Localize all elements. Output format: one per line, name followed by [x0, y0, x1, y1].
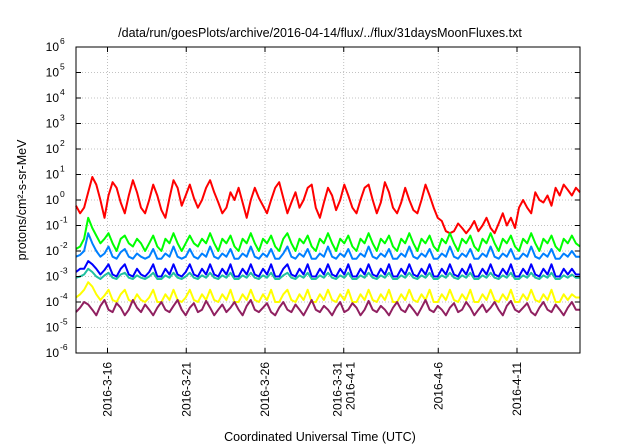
- y-tick-base: 10: [46, 142, 60, 156]
- y-axis-label: protons/cm²-s-sr-MeV: [15, 139, 29, 261]
- y-tick-label: 10: [46, 40, 60, 54]
- x-tick-label: 2016-3-16: [101, 362, 115, 417]
- x-tick-label: 2016-4-1: [343, 362, 357, 410]
- y-tick-label: 10: [46, 270, 60, 284]
- y-tick-exponent: 6: [60, 36, 65, 46]
- y-tick-label: 10: [46, 117, 60, 131]
- x-axis-label: Coordinated Universal Time (UTC): [224, 430, 416, 444]
- y-tick-exponent: 4: [60, 87, 65, 97]
- y-axis: 10 -610 -510 -410 -310 -210 -110 010 110 210 310 41…: [46, 36, 580, 360]
- y-tick-label: 10: [46, 244, 60, 258]
- x-tick-label: 2016-3-26: [258, 362, 272, 417]
- y-tick-label: 10: [46, 66, 60, 80]
- grid: [76, 47, 580, 353]
- y-tick-label: 10: [46, 346, 60, 360]
- series-line-4: [75, 267, 580, 280]
- y-tick-exponent: 1: [60, 164, 65, 174]
- y-tick-exponent: 3: [60, 113, 65, 123]
- y-tick-exponent: -2: [60, 240, 68, 250]
- y-tick-base: 10: [46, 117, 60, 131]
- x-tick-label: 2016-4-6: [431, 362, 445, 410]
- y-tick-exponent: 2: [60, 138, 65, 148]
- y-tick-label: 10: [46, 321, 60, 335]
- y-tick-base: 10: [46, 295, 60, 309]
- series-line-6: [75, 299, 580, 317]
- y-tick-label: 10: [46, 142, 60, 156]
- y-tick-base: 10: [46, 66, 60, 80]
- y-tick-exponent: -6: [60, 342, 68, 352]
- y-tick-label: 10: [46, 91, 60, 105]
- y-tick-base: 10: [46, 346, 60, 360]
- y-tick-exponent: 0: [60, 189, 65, 199]
- y-tick-exponent: 5: [60, 62, 65, 72]
- y-tick-base: 10: [46, 40, 60, 54]
- y-tick-base: 10: [46, 193, 60, 207]
- y-tick-label: 10: [46, 295, 60, 309]
- x-tick-label: 2016-4-11: [510, 362, 524, 416]
- x-axis: 2016-3-16 2016-3-21 2016-3-26 2016-3-31 2016…: [101, 47, 524, 417]
- x-tick-label: 2016-3-31: [330, 362, 344, 417]
- y-tick-exponent: -4: [60, 291, 68, 301]
- y-tick-label: 10: [46, 193, 60, 207]
- y-tick-base: 10: [46, 219, 60, 233]
- chart-title: /data/run/goesPlots/archive/2016-04-14/f…: [118, 26, 522, 40]
- series-line-2: [75, 232, 580, 260]
- y-tick-base: 10: [46, 270, 60, 284]
- series-line-0: [75, 176, 581, 235]
- y-tick-base: 10: [46, 321, 60, 335]
- y-tick-exponent: -3: [60, 266, 68, 276]
- y-tick-exponent: -1: [60, 215, 68, 225]
- x-tick-label: 2016-3-21: [179, 362, 193, 417]
- series-line-3: [75, 260, 580, 278]
- y-tick-base: 10: [46, 168, 60, 182]
- series-line-1: [75, 216, 581, 252]
- y-tick-base: 10: [46, 91, 60, 105]
- series-group: [75, 176, 581, 317]
- y-tick-exponent: -5: [60, 317, 68, 327]
- y-tick-base: 10: [46, 244, 60, 258]
- y-tick-label: 10: [46, 168, 60, 182]
- y-tick-label: 10: [46, 219, 60, 233]
- series-line-5: [75, 281, 580, 303]
